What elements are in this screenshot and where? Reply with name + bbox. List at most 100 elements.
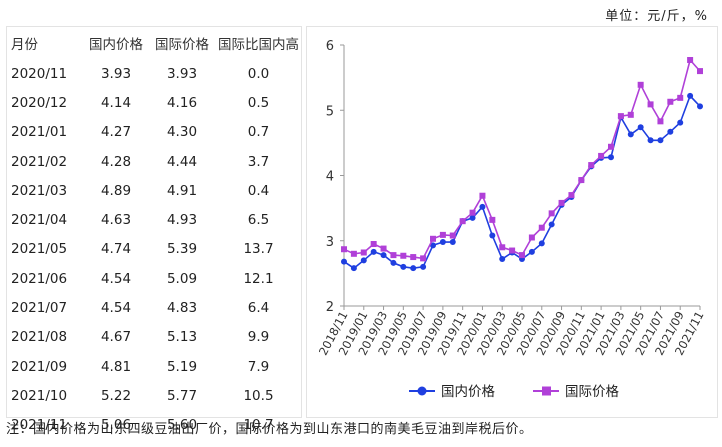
table-row: 2021/01 4.27 4.30 0.7 [7,118,301,147]
cell-domestic-price: 4.67 [100,329,132,346]
cell-domestic-price: 4.74 [100,241,132,258]
data-point-0 [380,252,387,259]
data-point-1 [637,81,644,88]
data-point-1 [548,210,555,217]
data-point-1 [667,98,674,105]
data-point-1 [578,177,585,184]
cell-international-price: 5.19 [166,358,198,375]
cell-premium: 0.0 [247,65,270,82]
cell-month: 2021/01 [11,124,68,141]
cell-domestic-price: 4.89 [100,182,132,199]
cell-international-price: 5.39 [166,241,198,258]
cell-international-price: 3.93 [166,65,198,82]
y-tick-label: 2 [326,300,334,315]
cell-month: 2021/07 [11,300,68,317]
data-point-1 [360,249,367,256]
cell-international-price: 4.16 [166,94,198,111]
data-point-0 [608,154,614,161]
data-point-1 [687,57,694,64]
table-row: 2021/07 4.54 4.83 6.4 [7,293,301,322]
cell-premium: 12.1 [243,270,274,287]
y-tick-label: 6 [326,39,334,54]
legend-marker-1 [542,386,551,396]
data-point-1 [430,235,436,242]
cell-month: 2021/08 [11,329,68,346]
data-point-1 [370,241,377,248]
table-row: 2021/08 4.67 5.13 9.9 [7,323,301,352]
data-point-0 [390,259,397,266]
data-point-0 [697,103,703,110]
data-point-1 [568,192,575,199]
cell-month: 2021/02 [11,153,68,170]
data-point-1 [489,216,496,223]
cell-premium: 10.7 [243,417,274,434]
data-point-1 [341,246,347,253]
cell-international-price: 5.09 [166,270,198,287]
data-point-0 [469,214,476,221]
table-row: 2021/03 4.89 4.91 0.4 [7,176,301,205]
legend-label-1: 国际价格 [565,384,619,400]
data-point-1 [380,245,387,252]
series-line-0 [343,94,701,270]
data-point-0 [687,92,694,99]
legend-label-0: 国内价格 [441,384,495,400]
y-tick-label: 5 [326,104,334,119]
data-point-0 [538,240,545,247]
data-point-0 [430,242,436,249]
cell-month: 2021/11 [11,417,68,434]
cell-premium: 10.5 [243,387,274,404]
data-point-0 [489,232,496,239]
data-point-1 [538,224,545,231]
data-point-1 [697,68,703,75]
data-point-0 [657,137,664,144]
data-point-1 [469,209,476,216]
cell-month: 2021/10 [11,387,68,404]
table-row: 2021/02 4.28 4.44 3.7 [7,147,301,176]
data-point-0 [370,248,377,255]
data-point-1 [479,192,486,199]
data-point-1 [657,118,664,125]
cell-premium: 6.5 [247,212,270,229]
data-point-1 [449,232,456,239]
cell-international-price: 4.44 [166,153,198,170]
data-point-1 [519,252,525,259]
cell-domestic-price: 4.54 [100,270,132,287]
data-point-1 [390,252,397,259]
cell-international-price: 5.13 [166,329,198,346]
data-point-1 [608,143,614,150]
footnote: 注：国内价格为山东四级豆油出厂价，国际价格为到山东港口的南美毛豆油到岸税后价。 [6,422,533,437]
cell-international-price: 5.60 [166,417,198,434]
cell-domestic-price: 4.14 [100,94,132,111]
data-point-1 [627,111,634,118]
data-point-1 [588,162,595,169]
y-tick-label: 4 [326,170,334,185]
cell-domestic-price: 4.54 [100,300,132,317]
price-table: 月份 国内价格 国际价格 国际比国内高 2020/11 3.93 3.93 0.0 20… [7,27,301,440]
cell-domestic-price: 4.81 [100,358,132,375]
data-point-1 [499,244,506,251]
cell-premium: 3.7 [247,153,270,170]
data-point-0 [479,203,486,210]
table-row: 2020/12 4.14 4.16 0.5 [7,88,301,117]
data-point-1 [617,113,624,120]
cell-domestic-price: 5.06 [100,417,132,434]
cell-month: 2021/09 [11,358,68,375]
cell-international-price: 4.30 [166,124,198,141]
data-point-0 [647,137,654,144]
cell-premium: 0.7 [247,124,270,141]
header-month: 月份 [11,37,38,53]
cell-international-price: 4.93 [166,212,198,229]
price-table-panel: 月份 国内价格 国际价格 国际比国内高 2020/11 3.93 3.93 0.0 20… [6,26,302,433]
data-point-0 [528,248,535,255]
table-header-row: 月份 国内价格 国际价格 国际比国内高 [7,27,301,59]
cell-premium: 6.4 [247,300,270,317]
data-point-0 [350,265,357,272]
unit-label: 单位：元/斤，% [605,9,708,24]
data-point-1 [647,101,654,108]
cell-month: 2020/12 [11,94,68,111]
table-row: 2020/11 3.93 3.93 0.0 [7,59,301,88]
data-point-1 [459,218,466,225]
cell-international-price: 4.91 [166,182,198,199]
cell-month: 2021/03 [11,182,68,199]
data-point-0 [420,263,427,270]
